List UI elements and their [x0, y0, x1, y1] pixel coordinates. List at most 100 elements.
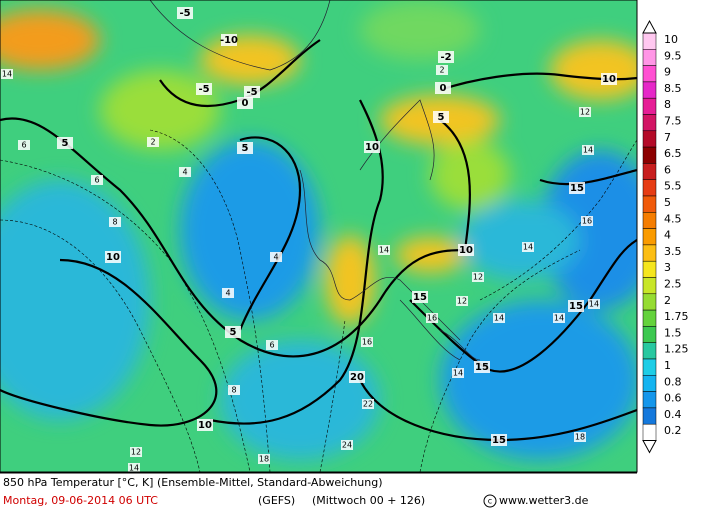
colorbar-label: 0.6 [664, 392, 682, 405]
contour-label-bg [522, 242, 534, 252]
contour-label-bg [452, 368, 464, 378]
contour-label-bg [91, 175, 103, 185]
colorbar-swatch [642, 130, 657, 148]
colorbar-label: 6 [664, 163, 671, 176]
contour-label-bg [349, 371, 365, 383]
contour-label-minor: 14 [589, 300, 599, 309]
colorbar-swatch [642, 212, 657, 229]
contour-label-bg [57, 137, 73, 149]
contour-label: 20 [350, 372, 364, 383]
colorbar-label: 4 [664, 229, 671, 242]
contour-label: -5 [246, 87, 257, 98]
colorbar-swatch [642, 293, 657, 311]
contour-label-bg [438, 51, 454, 63]
contour-label-bg [197, 419, 213, 431]
contour-label: 10 [459, 245, 473, 256]
contour-label-bg [436, 65, 448, 75]
contour-label-minor: 8 [231, 386, 236, 395]
contour-label: 15 [413, 292, 427, 303]
contour-label-bg [228, 385, 240, 395]
contour-label-minor: 14 [523, 243, 533, 252]
caption-date: Montag, 09-06-2014 06 UTC [3, 494, 158, 507]
contour-label-bg [244, 86, 260, 98]
contour-label-minor: 24 [342, 441, 352, 450]
contour-label-minor: 18 [259, 455, 269, 464]
contour-label-bg [582, 145, 594, 155]
colorbar-swatch [642, 163, 657, 180]
colorbar-swatch [642, 179, 657, 197]
contour-label-bg [574, 432, 586, 442]
contour-label-minor: 14 [2, 70, 12, 79]
contour-label-bg [474, 361, 490, 373]
colorbar-label: 7 [664, 131, 671, 144]
contour-label-bg [361, 337, 373, 347]
colorbar-label: 3 [664, 261, 671, 274]
caption-source: www.wetter3.de [499, 494, 589, 507]
colorbar-swatch [642, 97, 657, 115]
contour-label: -2 [440, 52, 451, 63]
contour-label-bg [196, 83, 212, 95]
contour-label-bg [433, 111, 449, 123]
colorbar-label: 7.5 [664, 115, 682, 128]
contour-label-bg [270, 252, 282, 262]
contour-label-bg [581, 216, 593, 226]
colorbar-label: 0.4 [664, 408, 682, 421]
colorbar-swatch [642, 114, 657, 132]
copyright-c: c [488, 497, 492, 506]
colorbar-swatch [642, 81, 657, 99]
contour-label-minor: 16 [582, 217, 592, 226]
contour-label: 10 [365, 142, 379, 153]
contour-label: 10 [602, 74, 616, 85]
contour-label-minor: 4 [182, 168, 187, 177]
colorbar-swatch [642, 407, 657, 425]
colorbar: 10 9.5 9 8.5 8 7.5 7 6.5 6 5.5 5 4.5 4 3.5 3 2.5 2 1.75 1.… [642, 19, 689, 454]
shading [0, 0, 637, 460]
contour-label: 15 [570, 183, 584, 194]
contour-label-minor: 12 [457, 297, 467, 306]
colorbar-swatch [642, 326, 657, 343]
contour-label-bg [553, 313, 565, 323]
contour-label: 0 [242, 98, 249, 109]
colorbar-label: 1 [664, 359, 671, 372]
contour-label: 10 [106, 252, 120, 263]
contour-label-minor: 8 [112, 218, 117, 227]
colorbar-label: 5.5 [664, 180, 682, 193]
contour-label-bg [225, 326, 241, 338]
contour-label-bg [341, 440, 353, 450]
contour-label-minor: 2 [150, 138, 155, 147]
colorbar-label: 0.8 [664, 375, 682, 388]
contour-label-bg [109, 217, 121, 227]
contour-label: 15 [492, 435, 506, 446]
contour-label-bg [147, 137, 159, 147]
contour-label-minor: 4 [273, 253, 278, 262]
colorbar-swatch [642, 309, 657, 327]
contour-label-bg [179, 167, 191, 177]
contour-label: -5 [198, 84, 209, 95]
contour-label-bg [412, 291, 428, 303]
caption-model: (GEFS) [258, 494, 295, 507]
contour-label: 5 [230, 327, 237, 338]
contour-label-bg [364, 141, 380, 153]
contour-label-bg [266, 340, 278, 350]
colorbar-arrow-bottom [642, 440, 657, 454]
colorbar-label: 10 [664, 33, 678, 46]
contour-label-minor: 22 [363, 400, 373, 409]
contour-label-bg [258, 454, 270, 464]
colorbar-swatch [642, 342, 657, 360]
contour-label: 0 [440, 83, 447, 94]
colorbar-label: 3.5 [664, 245, 682, 258]
contour-label: 15 [475, 362, 489, 373]
contour-label-bg [426, 313, 438, 323]
colorbar-swatch [642, 244, 657, 262]
contour-label-minor: 12 [131, 448, 141, 457]
contour-label-bg [362, 399, 374, 409]
colorbar-label: 5 [664, 196, 671, 209]
map-frame [0, 0, 638, 473]
contour-label: 5 [438, 112, 445, 123]
caption-run: (Mittwoch 00 + 126) [312, 494, 425, 507]
contour-label-bg [177, 7, 193, 19]
contour-label-minor: 18 [575, 433, 585, 442]
contour-label: 5 [242, 143, 249, 154]
contour-label-minor: 16 [362, 338, 372, 347]
